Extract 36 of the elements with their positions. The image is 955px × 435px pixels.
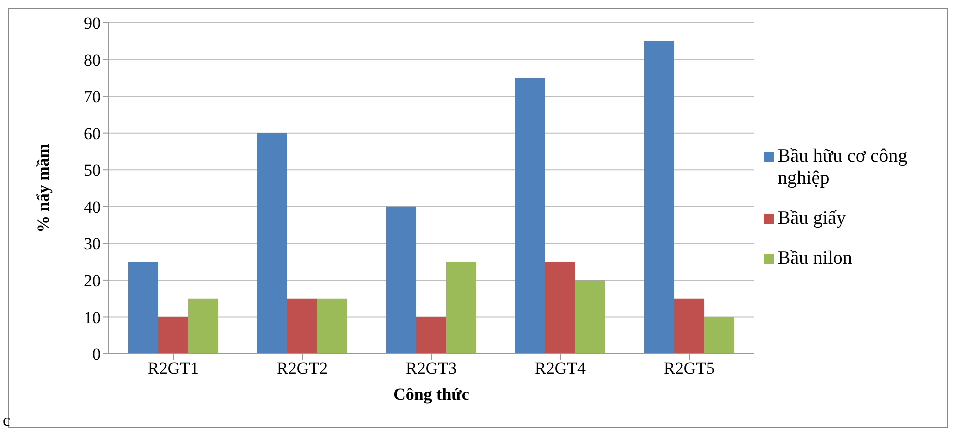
y-tick-label: 30 — [84, 234, 101, 254]
bar — [257, 133, 288, 354]
x-tick-label: R2GT2 — [277, 359, 328, 378]
bar — [644, 41, 674, 354]
y-tick-label: 0 — [92, 345, 101, 364]
bar — [317, 298, 348, 354]
y-tick-label: 40 — [84, 198, 101, 217]
bar — [515, 78, 546, 354]
legend-label: Bầu nilon — [778, 248, 854, 270]
bar — [158, 317, 188, 354]
bar — [416, 317, 446, 354]
bar — [287, 298, 318, 354]
y-tick-label: 10 — [84, 308, 101, 328]
legend-label: Bầu hữu cơ công nghiệp — [778, 146, 909, 190]
bar — [188, 298, 218, 354]
bar — [545, 262, 576, 354]
y-tick-label: 90 — [84, 14, 101, 34]
bar — [128, 262, 158, 354]
legend-label: Bầu giấy — [778, 208, 848, 230]
x-tick-label: R2GT3 — [406, 359, 457, 378]
bar — [575, 280, 606, 354]
y-tick-label: 80 — [84, 50, 101, 70]
bar — [446, 262, 476, 354]
x-tick-label: R2GT5 — [664, 359, 715, 378]
x-axis-title: Công thức — [394, 385, 470, 404]
x-tick-label: R2GT4 — [535, 359, 586, 378]
bar — [704, 317, 734, 354]
y-tick-label: 50 — [84, 161, 101, 180]
y-tick-label: 70 — [84, 88, 101, 107]
y-axis-title: % nẩy mầm — [34, 144, 54, 233]
y-tick-label: 60 — [84, 124, 101, 144]
text: c — [3, 411, 11, 431]
y-tick-label: 20 — [84, 271, 101, 290]
bar — [386, 206, 416, 354]
bar — [674, 298, 704, 354]
x-tick-label: R2GT1 — [148, 359, 199, 378]
